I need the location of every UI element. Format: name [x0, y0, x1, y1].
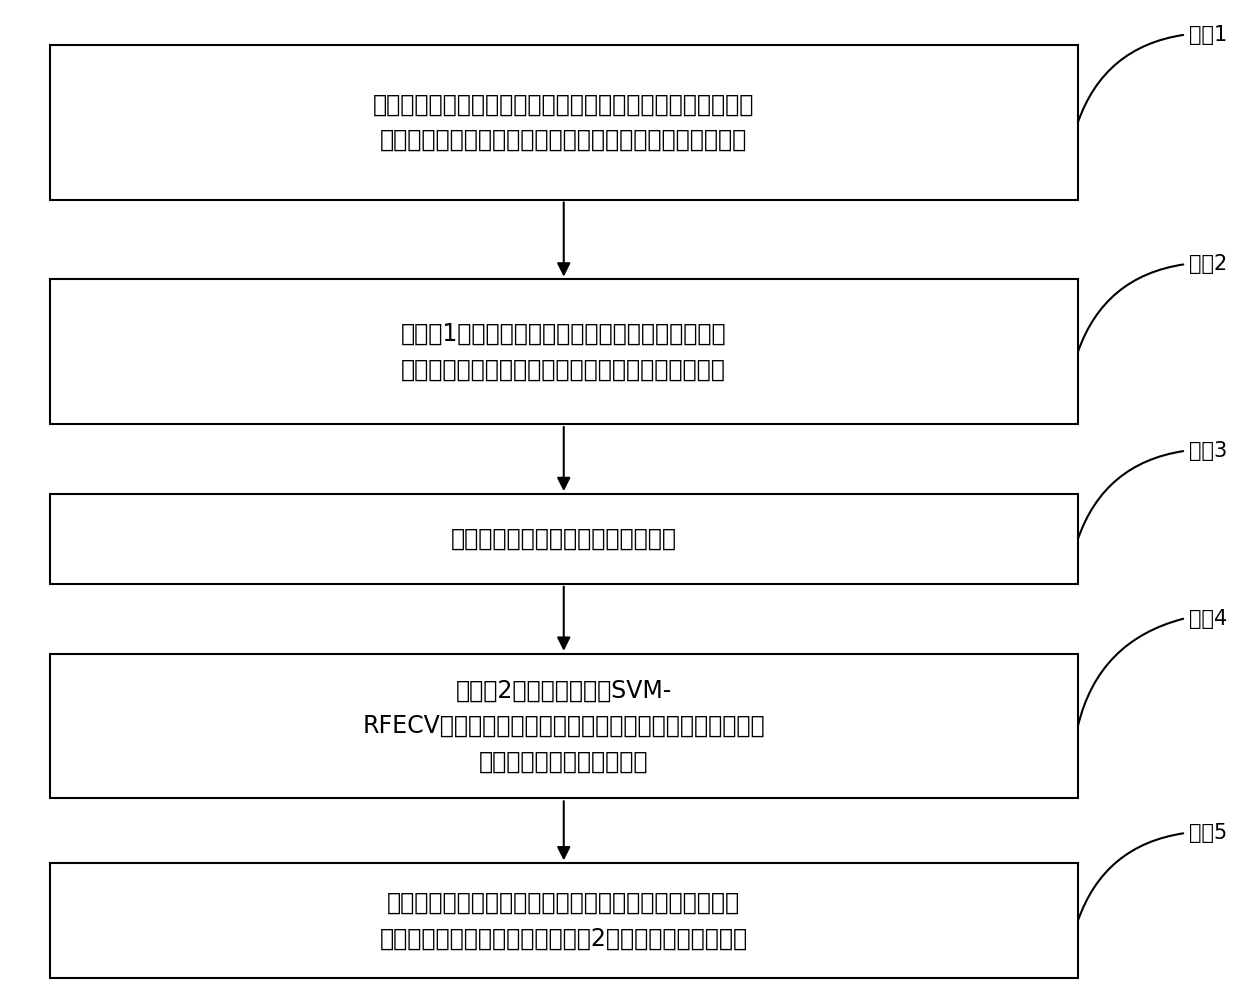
Text: 在步骤2的基础上，利用SVM-
RFECV算法对数据进行特征选择，提取最优属性集，将其作
为故障预测模型的输入变量: 在步骤2的基础上，利用SVM- RFECV算法对数据进行特征选择，提取最优属性集… [363, 679, 764, 773]
Bar [50, 863, 1078, 978]
Text: 对步骤1中原始数据进行预处理，主要包括数据集成
、数据清洗、数据变换以及多维离群样本剔除等内容: 对步骤1中原始数据进行预处理，主要包括数据集成 、数据清洗、数据变换以及多维离群… [401, 322, 726, 381]
Bar [50, 45, 1078, 200]
Text: 基于支持向量机构建故障预测模型，检验模型预测的结果
，如果预测结果不理想则返回步骤2，寻找模型优化的方法: 基于支持向量机构建故障预测模型，检验模型预测的结果 ，如果预测结果不理想则返回步… [379, 891, 748, 950]
Text: 步骤1: 步骤1 [1189, 25, 1228, 45]
Bar [50, 494, 1078, 584]
Text: 确定故障预测模型为支持向量机模型: 确定故障预测模型为支持向量机模型 [451, 527, 676, 551]
Text: 步骤3: 步骤3 [1189, 441, 1228, 461]
Text: 步骤2: 步骤2 [1189, 254, 1228, 274]
Bar [50, 279, 1078, 424]
Bar [50, 654, 1078, 798]
Text: 首先采集某地区有源配电网不同馈线、不同月份的设备数据、
负荷数据、故障数据以及当地的气象数据，构成原始数据库: 首先采集某地区有源配电网不同馈线、不同月份的设备数据、 负荷数据、故障数据以及当… [373, 93, 755, 152]
Text: 步骤4: 步骤4 [1189, 609, 1228, 629]
Text: 步骤5: 步骤5 [1189, 823, 1228, 843]
